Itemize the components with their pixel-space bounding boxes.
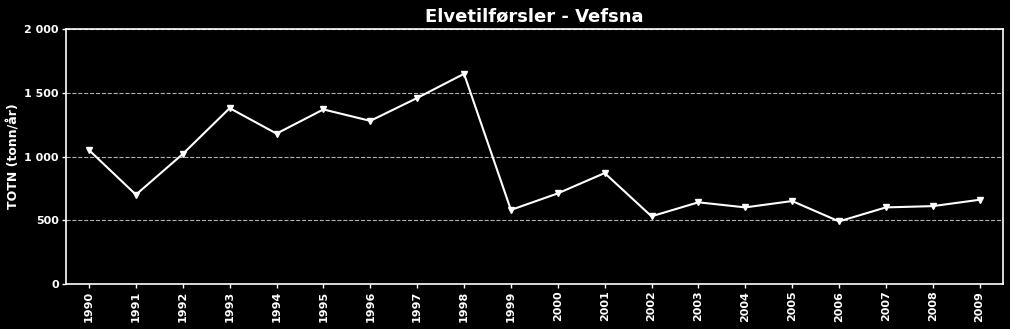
Title: Elvetilførsler - Vefsna: Elvetilførsler - Vefsna <box>425 7 643 25</box>
Y-axis label: TOTN (tonn/år): TOTN (tonn/år) <box>7 104 20 209</box>
